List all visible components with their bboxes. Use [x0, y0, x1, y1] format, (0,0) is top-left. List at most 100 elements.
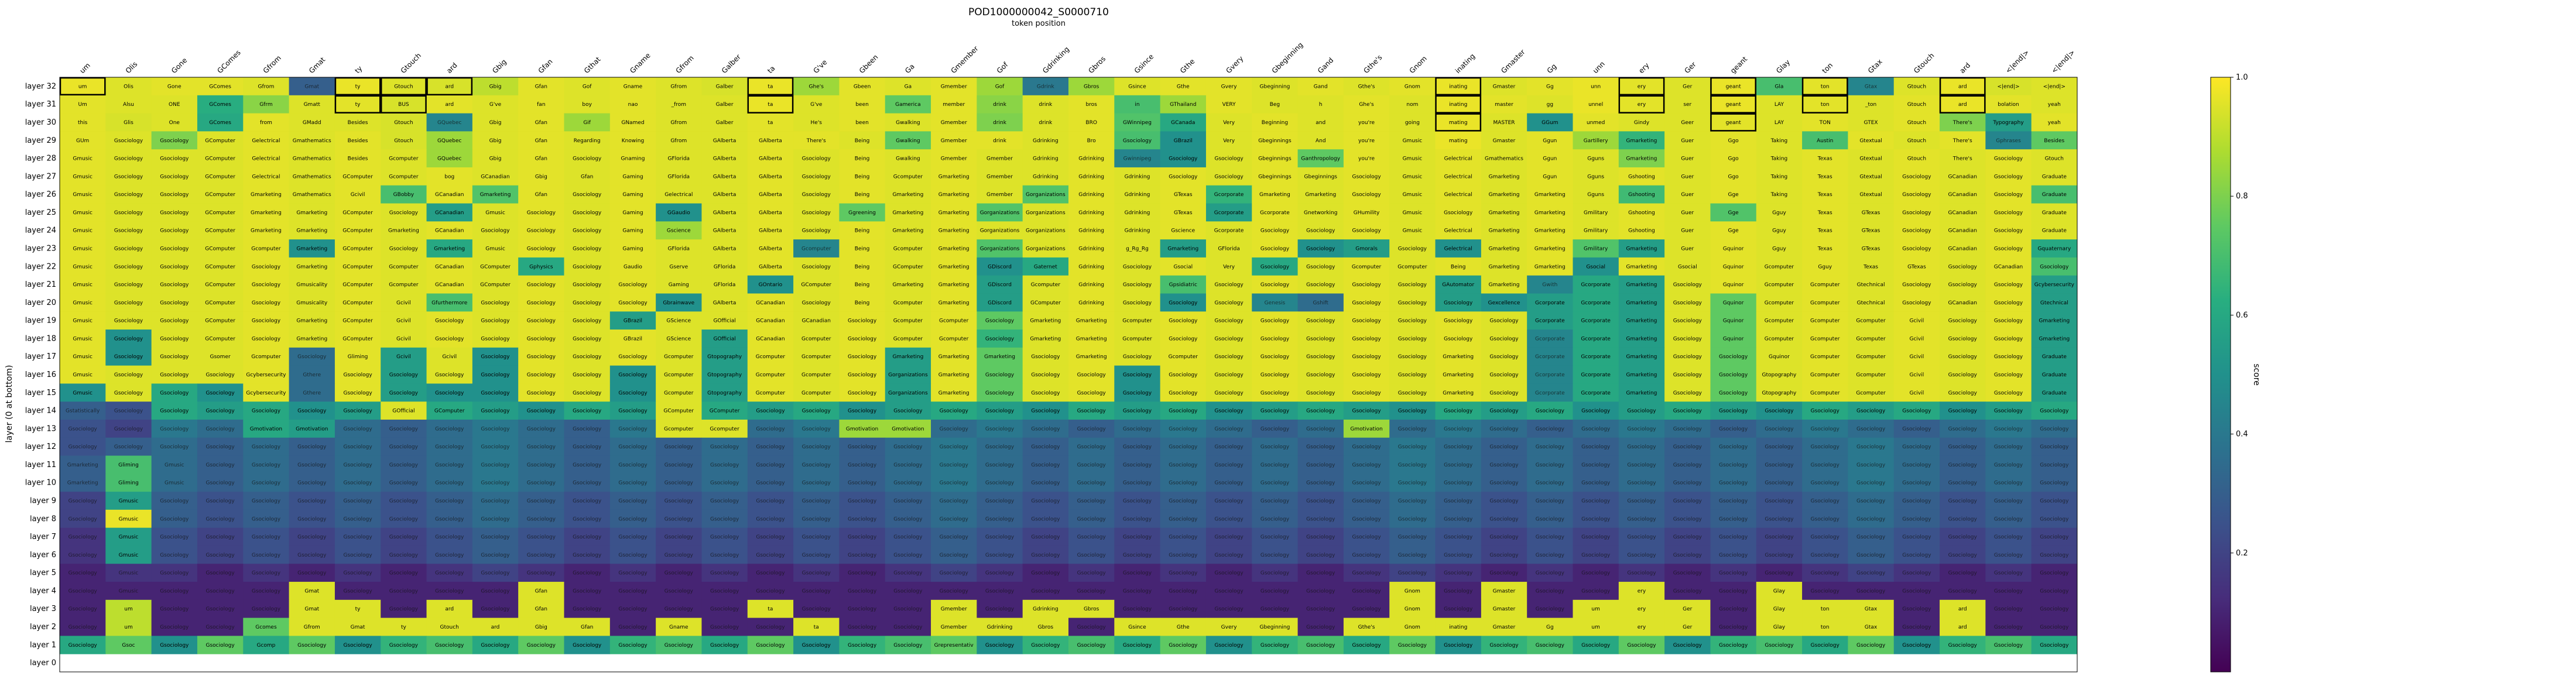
- heatmap-cell: [1435, 185, 1482, 204]
- cell-token: Gsociology: [802, 174, 831, 180]
- column-label: Gbros: [1087, 54, 1107, 75]
- heatmap-cell: [1664, 275, 1711, 294]
- cell-token: Gsociology: [160, 624, 189, 630]
- heatmap-cell: [1205, 113, 1252, 132]
- cell-token: drink: [1039, 102, 1053, 108]
- cell-token: Gsociology: [160, 553, 189, 558]
- heatmap-cell: [1710, 185, 1757, 204]
- cell-token: Gsociology: [1765, 643, 1794, 648]
- heatmap-cell: [1618, 293, 1665, 312]
- cell-token: Gsociology: [1215, 426, 1244, 432]
- heatmap-cell: [289, 347, 335, 366]
- heatmap-cell: [289, 311, 335, 330]
- cell-token: Gsociology: [1994, 571, 2023, 577]
- cell-token: Gsociology: [527, 481, 556, 486]
- heatmap-cell: [1756, 275, 1803, 294]
- cell-token: Gsociology: [893, 499, 923, 505]
- cell-token: Gsociology: [1260, 606, 1290, 612]
- cell-token: Gsociology: [389, 553, 419, 558]
- cell-token: Ggo: [1728, 174, 1739, 180]
- cell-token: Gsociology: [206, 499, 235, 505]
- heatmap-cell: [151, 77, 198, 96]
- cell-token: Gmember: [986, 192, 1013, 198]
- heatmap-cell: [1068, 239, 1115, 258]
- cell-token: Gsociology: [573, 318, 602, 324]
- heatmap-cell: [1068, 77, 1115, 96]
- heatmap-cell: [518, 149, 564, 168]
- cell-token: Gfan: [535, 588, 547, 594]
- cell-token: Gbros: [1084, 84, 1099, 90]
- cell-token: Gcybersecurity: [246, 390, 286, 396]
- heatmap-cell: [1573, 167, 1619, 186]
- cell-token: Gsociology: [1169, 372, 1198, 378]
- cell-token: Taking: [1770, 138, 1788, 144]
- cell-token: Gsociology: [389, 390, 419, 396]
- row-label: layer 5: [30, 569, 56, 578]
- column-label: Gtouch: [1912, 52, 1936, 75]
- cell-token: Gbeginnings: [1258, 174, 1292, 180]
- cell-token: Gmarketing: [434, 246, 465, 252]
- cell-token: Gsociology: [1994, 588, 2023, 594]
- heatmap-cell: [747, 95, 794, 114]
- heatmap-cell: [1114, 77, 1161, 96]
- cell-token: Gsociology: [1031, 553, 1060, 558]
- cell-token: ONE: [169, 102, 180, 108]
- cell-token: Gmotivation: [1350, 426, 1382, 432]
- cell-token: Gsociology: [343, 553, 372, 558]
- cell-token: Gcomputer: [1856, 372, 1886, 378]
- cell-token: GComputer: [342, 318, 373, 324]
- cell-token: member: [943, 102, 965, 108]
- heatmap-cell: [656, 257, 702, 276]
- cell-token: Gcomputer: [893, 318, 923, 324]
- heatmap-cell: [1114, 275, 1161, 294]
- cell-token: Gsociology: [389, 516, 419, 522]
- heatmap-cell: [931, 113, 977, 132]
- heatmap-cell: [609, 77, 656, 96]
- cell-token: Gsociology: [710, 588, 739, 594]
- heatmap-cell: [839, 311, 886, 330]
- cell-token: Gsociology: [940, 444, 969, 450]
- cell-token: There's: [1952, 138, 1972, 144]
- heatmap-cell: [1160, 149, 1207, 168]
- cell-token: Gsociology: [1031, 516, 1060, 522]
- heatmap-cell: [564, 77, 611, 96]
- cell-token: Gsociology: [1581, 481, 1611, 486]
- cell-token: Gsociology: [1169, 409, 1198, 414]
- cell-token: Gsociology: [756, 444, 785, 450]
- cell-token: Gsociology: [1948, 444, 1978, 450]
- heatmap-cell: [1802, 77, 1848, 96]
- cell-token: Gsociology: [527, 300, 556, 306]
- cell-token: Gsociology: [1948, 409, 1978, 414]
- cell-token: Gamerica: [895, 102, 920, 108]
- cell-token: Gsociology: [802, 444, 831, 450]
- cell-token: Gcorporate: [1535, 336, 1565, 342]
- cell-token: GAlberta: [713, 246, 737, 252]
- cell-token: Gorganizations: [1026, 210, 1066, 216]
- heatmap-cell: [1068, 203, 1115, 222]
- cell-token: Gsociology: [343, 409, 372, 414]
- heatmap-cell: [1664, 185, 1711, 204]
- cell-token: Gdrinking: [1078, 264, 1104, 270]
- heatmap-cell: [518, 77, 564, 96]
- heatmap-cell: [426, 257, 473, 276]
- heatmap-cell: [1756, 167, 1803, 186]
- cell-token: GCanada: [1171, 120, 1195, 126]
- cell-token: Gsociology: [160, 318, 189, 324]
- cell-token: Gand: [1314, 84, 1328, 90]
- cell-token: Gsociology: [1948, 481, 1978, 486]
- cell-token: Gsociology: [343, 390, 372, 396]
- cell-token: Gsociology: [1627, 643, 1656, 648]
- cell-token: GUm: [76, 138, 89, 144]
- heatmap-cell: [1710, 113, 1757, 132]
- heatmap-cell: [701, 95, 748, 114]
- cell-token: Gthe's: [1358, 624, 1375, 630]
- heatmap-cell: [1297, 311, 1344, 330]
- cell-token: Gmusic: [73, 210, 93, 216]
- heatmap-cell: [701, 77, 748, 96]
- cell-token: Gsociology: [252, 534, 281, 540]
- heatmap-cell: [1205, 221, 1252, 240]
- heatmap-cell: [197, 221, 244, 240]
- cell-token: unmed: [1587, 120, 1605, 126]
- cell-token: Beg: [1270, 102, 1280, 108]
- heatmap-cell: [1940, 203, 1986, 222]
